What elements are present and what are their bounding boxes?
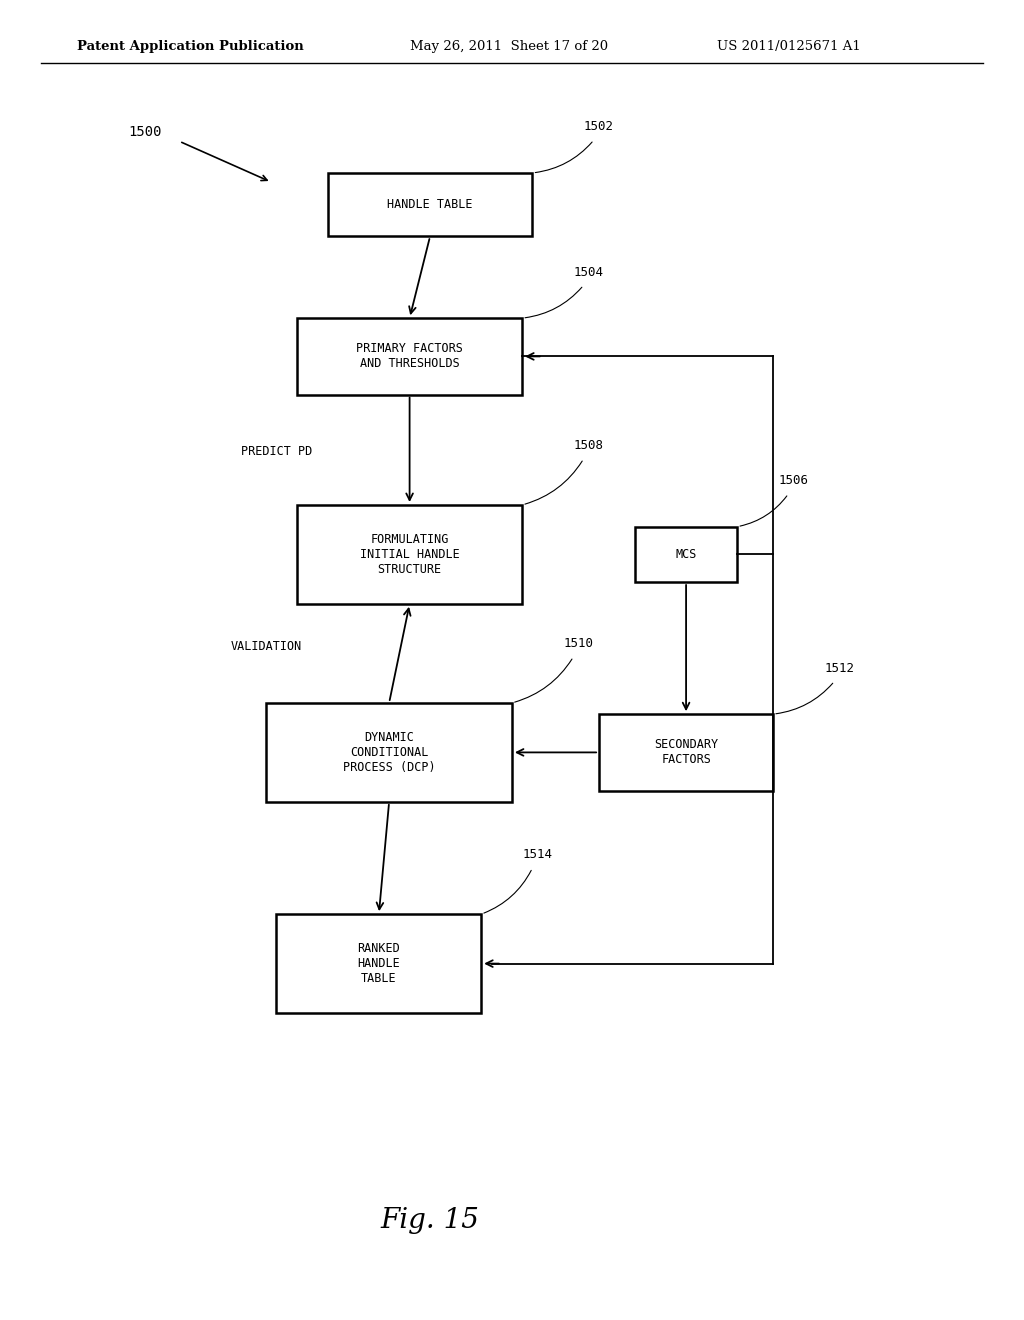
Text: 1508: 1508 [573,440,603,451]
Text: FORMULATING
INITIAL HANDLE
STRUCTURE: FORMULATING INITIAL HANDLE STRUCTURE [359,533,460,576]
Text: 1514: 1514 [522,849,552,862]
Text: DYNAMIC
CONDITIONAL
PROCESS (DCP): DYNAMIC CONDITIONAL PROCESS (DCP) [343,731,435,774]
Bar [599,714,773,791]
Text: PRIMARY FACTORS
AND THRESHOLDS: PRIMARY FACTORS AND THRESHOLDS [356,342,463,371]
Bar [297,318,522,395]
Text: US 2011/0125671 A1: US 2011/0125671 A1 [717,40,860,53]
Text: 1500: 1500 [128,125,162,139]
Text: 1510: 1510 [563,638,593,651]
Bar [276,913,481,1014]
Text: Fig. 15: Fig. 15 [381,1208,479,1234]
Text: RANKED
HANDLE
TABLE: RANKED HANDLE TABLE [357,942,400,985]
Text: SECONDARY
FACTORS: SECONDARY FACTORS [654,738,718,767]
Text: MCS: MCS [676,548,696,561]
Bar [297,506,522,605]
Text: PREDICT PD: PREDICT PD [241,445,312,458]
Text: May 26, 2011  Sheet 17 of 20: May 26, 2011 Sheet 17 of 20 [410,40,607,53]
Bar [328,173,532,236]
Text: 1506: 1506 [778,474,808,487]
Bar [266,702,512,801]
Text: HANDLE TABLE: HANDLE TABLE [387,198,473,211]
Text: VALIDATION: VALIDATION [230,640,302,653]
Text: Patent Application Publication: Patent Application Publication [77,40,303,53]
Text: 1502: 1502 [584,120,613,133]
Text: 1512: 1512 [824,661,854,675]
Bar [635,527,737,582]
Text: 1504: 1504 [573,265,603,279]
